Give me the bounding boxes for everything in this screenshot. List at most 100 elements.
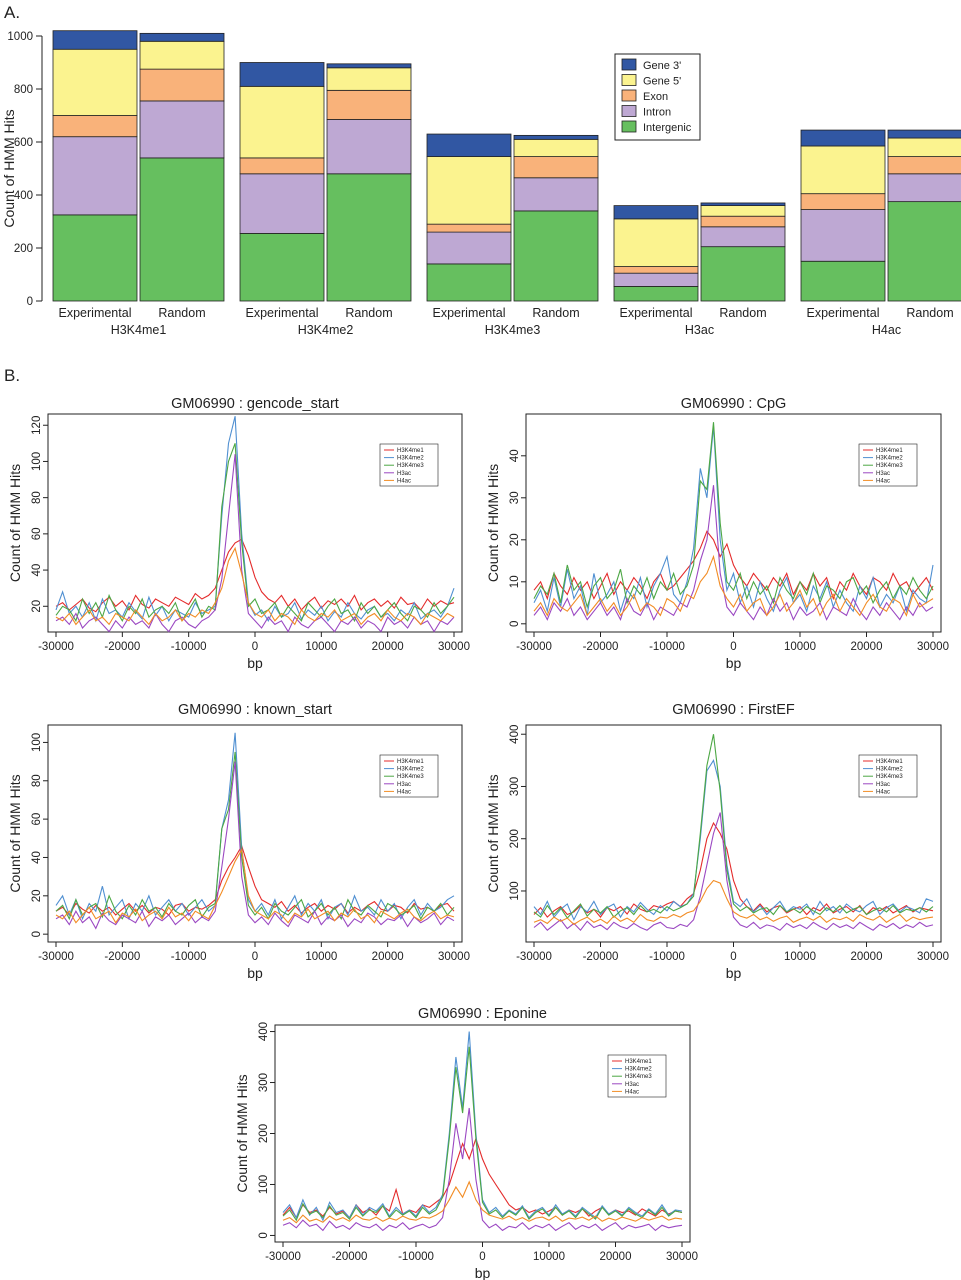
bar-category-label: Random — [345, 306, 392, 320]
series-line-h3ac — [55, 761, 455, 930]
legend-entry: Gene 3' — [643, 60, 681, 72]
bar-segment-intergenic — [800, 260, 886, 302]
bar-category-label: Experimental — [807, 306, 880, 320]
legend-swatch — [621, 120, 637, 133]
bar-segment-gene-5- — [426, 156, 512, 225]
series-line-h3k4me1 — [282, 1136, 683, 1219]
bar-group-label: H3ac — [685, 323, 714, 337]
y-tick-label: 10 — [509, 575, 521, 588]
x-tick-label: -30000 — [38, 951, 74, 963]
y-tick-label: 0 — [509, 621, 521, 627]
y-axis-label: Count of HMM Hits — [234, 1074, 250, 1192]
bar-category-label: Experimental — [433, 306, 506, 320]
legend-entry: H3K4me1 — [876, 448, 903, 454]
bar-segment-intron — [800, 209, 886, 262]
legend-entry: H3ac — [397, 471, 411, 477]
y-axis-label: Count of HMM Hits — [7, 774, 23, 892]
bar-group-label: H3K4me3 — [485, 323, 541, 337]
y-axis-label: Count of HMM Hits — [485, 464, 501, 582]
series-line-h3ac — [55, 454, 455, 633]
legend-entry: H3K4me1 — [397, 759, 424, 765]
x-tick-label: 20000 — [851, 641, 883, 653]
y-tick-label: 20 — [31, 889, 43, 902]
y-tick-label: 200 — [14, 243, 33, 255]
bar-segment-intron — [513, 177, 599, 212]
x-tick-label: -30000 — [516, 641, 552, 653]
x-axis-label: bp — [475, 1265, 491, 1280]
bar-segment-gene-3- — [239, 62, 325, 87]
x-tick-label: 30000 — [666, 1251, 698, 1263]
bar-category-label: Random — [158, 306, 205, 320]
legend-entry: H3K4me2 — [876, 456, 903, 462]
bar-segment-exon — [887, 156, 961, 175]
series-line-h4ac — [282, 1180, 683, 1224]
y-tick-label: 40 — [31, 851, 43, 864]
y-tick-label: 200 — [258, 1124, 270, 1143]
y-tick-label: 100 — [31, 733, 43, 752]
y-tick-label: 30 — [509, 491, 521, 504]
x-tick-label: 20000 — [600, 1251, 632, 1263]
bar-segment-exon — [613, 266, 699, 274]
bar-segment-gene-5- — [613, 218, 699, 267]
chart-title: GM06990 : FirstEF — [672, 702, 795, 718]
bar-segment-gene-3- — [326, 63, 412, 69]
legend-entry: Intergenic — [643, 122, 692, 134]
x-axis-label: bp — [247, 655, 263, 671]
bar-group-label: H3K4me2 — [298, 323, 354, 337]
series-line-h3k4me3 — [533, 734, 934, 920]
x-axis-label: bp — [726, 655, 742, 671]
bar-segment-intron — [700, 226, 786, 248]
legend-entry: H4ac — [625, 1089, 639, 1095]
bar-segment-gene-5- — [700, 205, 786, 217]
bar-segment-gene-3- — [52, 30, 138, 50]
bar-segment-intron — [239, 173, 325, 234]
y-tick-label: 80 — [31, 491, 43, 504]
series-line-h3k4me3 — [55, 751, 455, 921]
x-tick-label: 0 — [479, 1251, 485, 1263]
legend-entry: H3K4me3 — [397, 774, 424, 780]
x-tick-label: -30000 — [265, 1251, 301, 1263]
y-tick-label: 300 — [509, 777, 521, 796]
legend-entry: Exon — [643, 91, 668, 103]
legend-entry: H4ac — [876, 789, 890, 795]
series-line-h3ac — [533, 485, 934, 622]
x-tick-label: 10000 — [784, 641, 816, 653]
bar-segment-exon — [513, 156, 599, 179]
y-tick-label: 400 — [14, 190, 33, 202]
legend-swatch — [621, 74, 637, 86]
bar-segment-gene-3- — [887, 129, 961, 139]
bar-category-label: Random — [532, 306, 579, 320]
bar-category-label: Experimental — [59, 306, 132, 320]
bar-group-label: H3K4me1 — [111, 323, 167, 337]
y-tick-label: 40 — [31, 564, 43, 577]
bar-segment-intergenic — [239, 233, 325, 302]
bar-segment-gene-5- — [326, 67, 412, 91]
legend-entry: H3ac — [625, 1082, 639, 1088]
x-tick-label: 30000 — [917, 951, 949, 963]
y-tick-label: 80 — [31, 774, 43, 787]
chart-title: GM06990 : gencode_start — [171, 396, 339, 412]
series-line-h3k4me1 — [55, 538, 455, 613]
legend-entry: H3K4me3 — [397, 463, 424, 469]
legend-swatch — [621, 58, 637, 71]
x-tick-label: 0 — [252, 951, 258, 963]
x-axis-label: bp — [726, 965, 742, 981]
legend-entry: H3K4me3 — [876, 774, 903, 780]
bar-segment-intergenic — [513, 210, 599, 302]
x-tick-label: -20000 — [332, 1251, 368, 1263]
bar-segment-gene-5- — [239, 85, 325, 159]
x-tick-label: 10000 — [784, 951, 816, 963]
y-tick-label: 100 — [31, 452, 43, 471]
line-chart-known-start: GM06990 : known_start -30000 -20000 -10000 0… — [7, 702, 470, 981]
y-tick-label: 0 — [258, 1232, 270, 1238]
y-tick-label: 600 — [14, 137, 33, 149]
y-tick-label: 300 — [258, 1073, 270, 1092]
legend-entry: H3K4me2 — [625, 1067, 652, 1073]
series-line-h3k4me1 — [533, 530, 934, 601]
legend-entry: H4ac — [397, 789, 411, 795]
legend-entry: H3K4me3 — [876, 463, 903, 469]
x-tick-label: 20000 — [372, 641, 404, 653]
series-line-h3k4me3 — [533, 422, 934, 609]
bar-segment-intergenic — [52, 214, 138, 302]
bar-segment-exon — [239, 157, 325, 175]
